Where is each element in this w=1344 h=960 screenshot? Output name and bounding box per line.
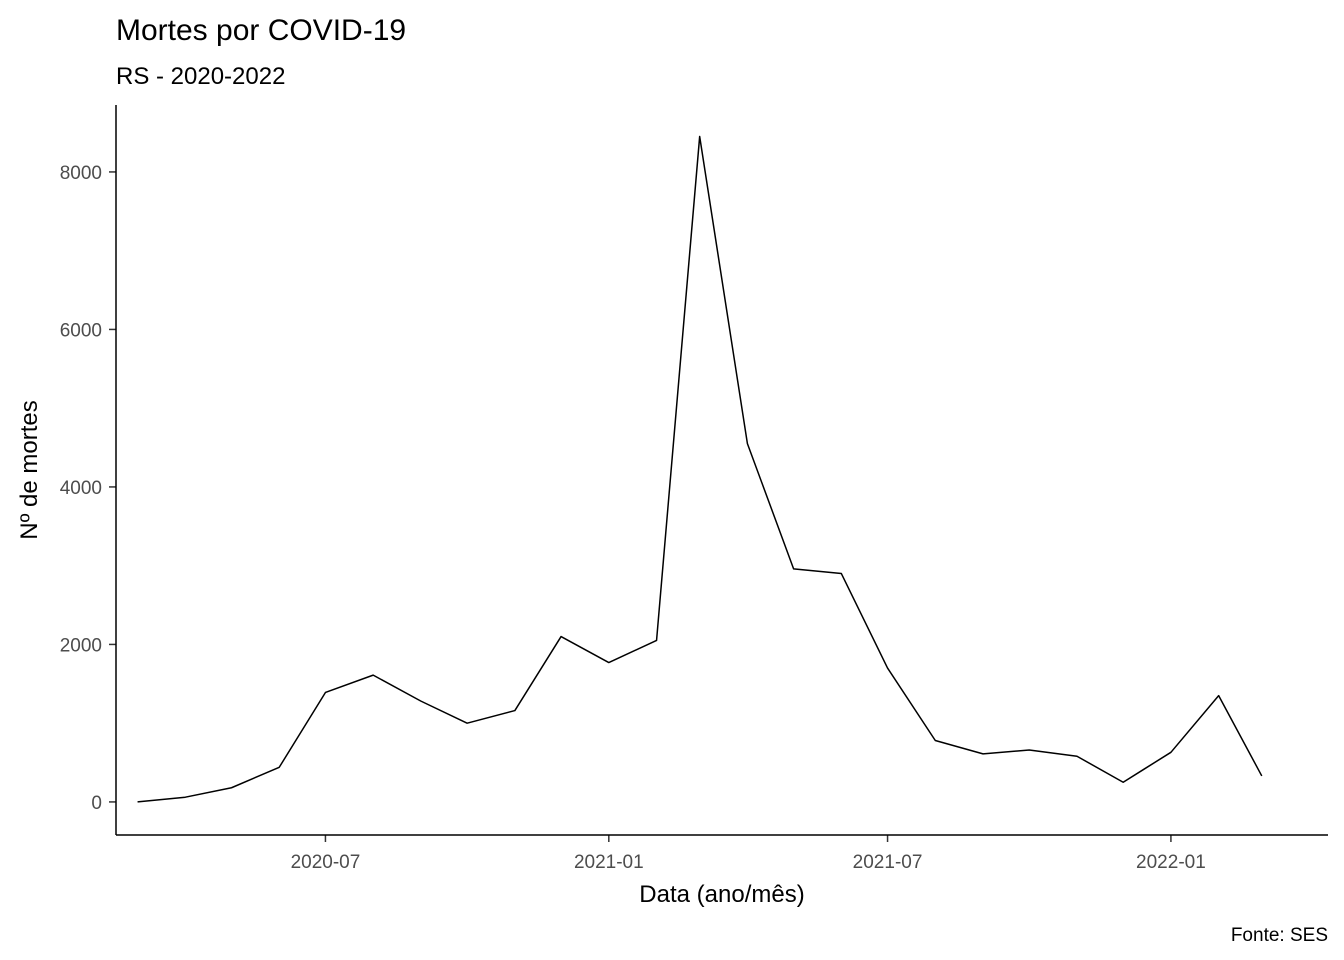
y-tick-label-1: 2000 [60,635,102,656]
x-axis-title: Data (ano/mês) [639,881,804,908]
chart-title: Mortes por COVID-19 [116,14,406,47]
x-tick-label-0: 2020-07 [291,852,361,873]
caption: Fonte: SES [1231,925,1328,946]
x-tick-label-1: 2021-01 [574,852,644,873]
chart-subtitle: RS - 2020-2022 [116,63,285,90]
y-tick-label-2: 4000 [60,478,102,499]
x-tick-label-2: 2021-07 [853,852,923,873]
y-axis-title: Nº de mortes [16,400,43,539]
y-axis-ticks: 0 2000 4000 6000 8000 [60,163,116,814]
y-tick-label-0: 0 [91,793,102,814]
x-axis-ticks: 2020-07 2021-01 2021-07 2022-01 [291,835,1206,873]
y-tick-label-3: 6000 [60,320,102,341]
data-points [137,136,1262,802]
y-tick-label-4: 8000 [60,163,102,184]
series-line [137,135,1263,803]
x-tick-label-3: 2022-01 [1136,852,1206,873]
